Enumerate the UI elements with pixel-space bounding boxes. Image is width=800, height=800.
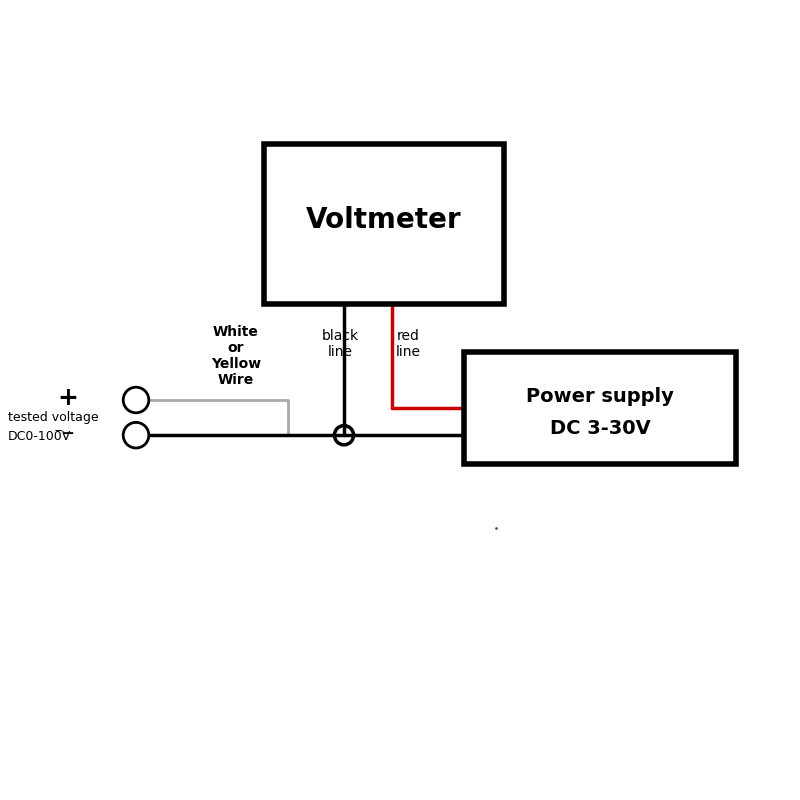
Text: tested voltage: tested voltage: [8, 411, 98, 424]
Text: +: +: [58, 386, 78, 410]
Text: −: −: [62, 426, 74, 441]
Text: black
line: black line: [322, 329, 358, 359]
Text: red
line: red line: [395, 329, 421, 359]
Text: DC 3-30V: DC 3-30V: [550, 418, 650, 438]
Text: Voltmeter: Voltmeter: [306, 206, 462, 234]
Bar: [264, 144, 504, 304]
Text: DC0-100̅V: DC0-100̅V: [8, 430, 71, 442]
Bar: [464, 352, 736, 464]
Text: Power supply: Power supply: [526, 386, 674, 406]
Text: White
or
Yellow
Wire: White or Yellow Wire: [211, 325, 261, 387]
